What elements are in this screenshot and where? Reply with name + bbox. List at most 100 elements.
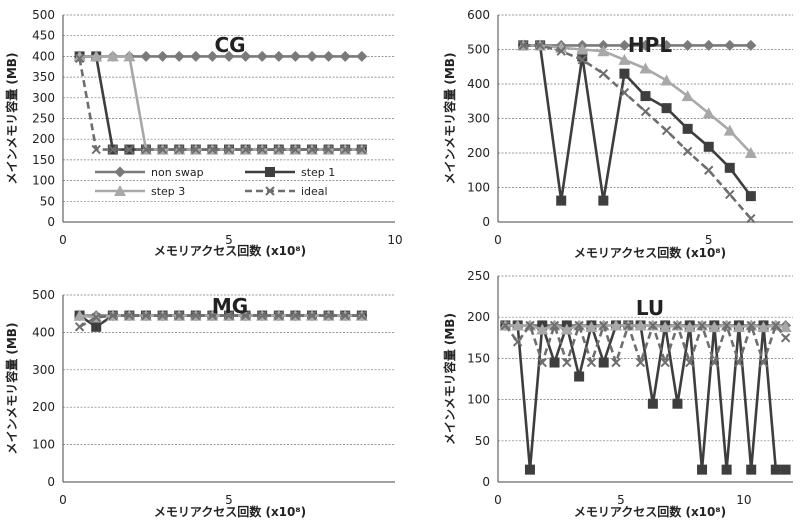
legend-label: non swap (151, 166, 204, 179)
y-tick-label: 300 (32, 363, 55, 377)
data-point-non_swap (206, 50, 218, 62)
series-line-ideal (78, 314, 362, 328)
data-point-ideal (124, 144, 135, 155)
data-point-step1 (703, 141, 714, 152)
data-point-ideal (611, 357, 621, 368)
series-line-step1 (505, 324, 786, 471)
data-point-non_swap (724, 39, 736, 51)
data-point-step1 (745, 191, 756, 202)
y-tick-label: 500 (467, 43, 490, 57)
data-point-step3 (576, 43, 589, 55)
data-point-ideal (207, 144, 218, 155)
y-tick-label: 100 (32, 174, 55, 188)
series-line-ideal (523, 44, 752, 220)
data-point-step1 (577, 51, 588, 62)
legend-label: step 3 (151, 185, 185, 198)
data-point-ideal (685, 357, 695, 368)
legend-label: ideal (301, 185, 328, 198)
chart-title: LU (636, 296, 664, 320)
data-point-ideal (124, 310, 135, 321)
data-point-step3 (536, 323, 549, 335)
data-point-non_swap (682, 39, 694, 51)
data-point-ideal (549, 320, 560, 331)
data-point-ideal (500, 320, 511, 331)
y-tick-label: 150 (467, 351, 490, 365)
data-point-non_swap (323, 50, 335, 62)
data-point-ideal (721, 320, 732, 331)
data-point-ideal (274, 144, 284, 155)
data-point-step1 (598, 195, 609, 206)
data-point-ideal (74, 53, 85, 64)
data-point-step3 (597, 45, 610, 57)
y-tick-label: 600 (467, 8, 490, 22)
data-point-step3 (732, 321, 745, 333)
data-point-step1 (556, 195, 567, 206)
data-point-ideal (697, 320, 707, 331)
data-point-ideal (157, 144, 168, 155)
data-point-step3 (90, 50, 103, 62)
data-point-step1 (746, 464, 757, 475)
data-point-non_swap (240, 50, 252, 62)
data-point-step1 (574, 371, 585, 382)
data-point-step3 (610, 319, 622, 331)
data-point-step3 (660, 74, 673, 86)
data-point-non_swap (640, 39, 651, 51)
data-point-ideal (577, 55, 587, 65)
y-axis-title: メインメモリ容量 (MB) (4, 323, 19, 455)
data-point-ideal (74, 322, 85, 332)
y-tick-label: 0 (47, 215, 55, 229)
series-line-step1 (79, 55, 362, 151)
data-point-non_swap (339, 50, 351, 62)
y-tick-label: 150 (32, 153, 55, 167)
series-line-step1 (523, 44, 752, 202)
data-point-ideal (535, 40, 545, 51)
data-point-ideal (340, 310, 350, 321)
data-point-ideal (709, 357, 720, 368)
data-point-ideal (623, 320, 633, 331)
data-point-ideal (274, 310, 284, 321)
data-point-step3 (560, 323, 573, 335)
y-tick-label: 200 (32, 132, 55, 146)
chart-title: MG (212, 294, 248, 318)
data-point-non_swap (140, 50, 152, 62)
data-point-ideal (672, 320, 683, 331)
data-point-non_swap (273, 50, 285, 62)
data-point-ideal (357, 144, 367, 155)
data-point-ideal (240, 144, 251, 155)
data-point-step1 (549, 357, 560, 368)
data-point-step3 (702, 107, 715, 119)
data-point-ideal (290, 310, 301, 321)
y-tick-label: 250 (32, 112, 55, 126)
chart-title: HPL (628, 33, 672, 57)
data-point-step3 (639, 62, 652, 74)
series-line-ideal (78, 58, 362, 151)
x-axis-title: メモリアクセス回数 (x10⁸) (154, 243, 306, 258)
data-point-step1 (619, 68, 630, 79)
data-point-step1 (721, 464, 732, 475)
data-point-ideal (240, 310, 251, 321)
data-point-non_swap (306, 50, 318, 62)
data-point-ideal (746, 213, 756, 224)
data-point-ideal (91, 144, 101, 155)
legend-marker-ideal (265, 186, 275, 196)
data-point-ideal (574, 320, 584, 331)
data-point-step1 (724, 162, 735, 173)
data-point-non_swap (256, 50, 268, 62)
data-point-ideal (307, 144, 317, 155)
y-tick-label: 100 (32, 438, 55, 452)
data-point-non_swap (289, 50, 301, 62)
data-point-ideal (537, 357, 547, 368)
data-point-step3 (73, 50, 86, 62)
data-point-step1 (647, 398, 658, 409)
data-point-ideal (357, 310, 367, 321)
chart-hpl: 0 100 200 300 400 500 600 0 5 HPL メモリアクセス回数 (x10⁸)… (442, 8, 793, 260)
data-point-step1 (640, 91, 651, 102)
y-tick-label: 500 (32, 288, 55, 302)
data-point-non_swap (661, 39, 673, 51)
y-tick-label: 400 (32, 49, 55, 63)
y-tick-label: 300 (467, 112, 490, 126)
data-point-ideal (174, 144, 184, 155)
chart-title: CG (214, 33, 245, 57)
data-point-ideal (91, 312, 101, 323)
data-point-ideal (771, 320, 781, 331)
